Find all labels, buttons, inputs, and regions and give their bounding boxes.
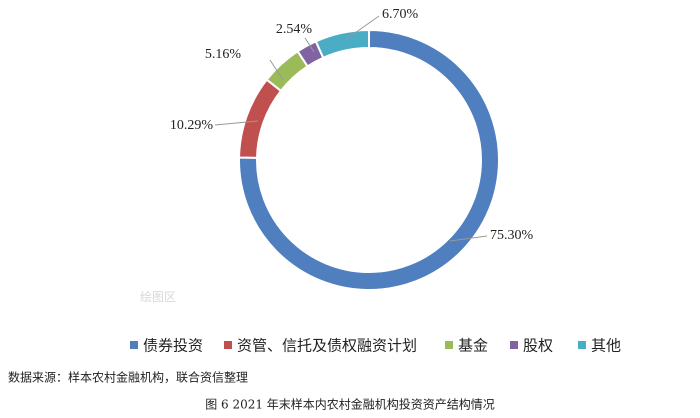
leader-line (214, 120, 259, 126)
legend-label: 基金 (458, 337, 488, 355)
leader-line (344, 15, 380, 41)
plot-area-label: 绘图区 (140, 289, 176, 304)
leader-line (449, 235, 488, 242)
legend-label: 资管、信托及债权融资计划 (237, 337, 417, 355)
data-label: 10.29% (170, 118, 214, 133)
legend-swatch (224, 341, 232, 349)
source-note: 数据来源：样本农村金融机构，联合资信整理 (8, 370, 248, 385)
legend-label: 债券投资 (143, 337, 203, 355)
data-label: 5.16% (205, 47, 242, 62)
legend-swatch (445, 341, 453, 349)
data-label: 2.54% (276, 22, 313, 37)
legend-swatch (578, 341, 586, 349)
legend-label: 其他 (591, 337, 621, 355)
caption: 图 6 2021 年末样本内农村金融机构投资资产结构情况 (205, 397, 495, 412)
data-label: 6.70% (382, 7, 419, 22)
leader-line (304, 37, 315, 53)
leader-line (269, 59, 284, 81)
data-label: 75.30% (490, 228, 534, 243)
donut-segment (314, 28, 370, 60)
legend-swatch (130, 341, 138, 349)
legend-label: 股权 (523, 337, 553, 355)
donut-segment (238, 78, 283, 159)
legend-swatch (510, 341, 518, 349)
